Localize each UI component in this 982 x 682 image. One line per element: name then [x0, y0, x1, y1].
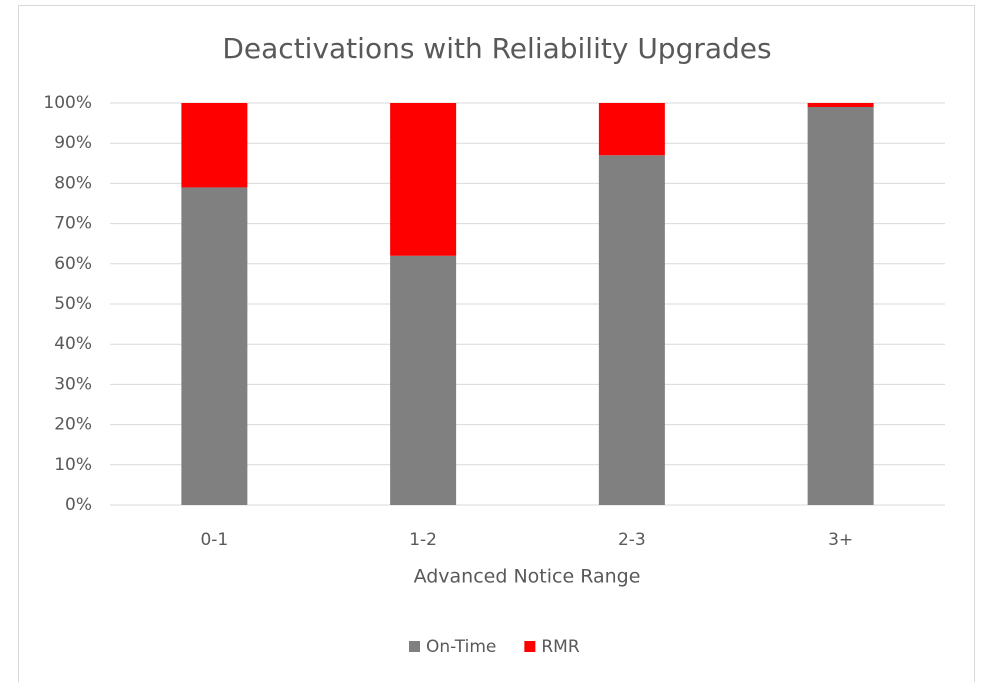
- chart-title: Deactivations with Reliability Upgrades: [222, 32, 771, 65]
- y-tick-label: 20%: [54, 415, 92, 435]
- y-tick-label: 40%: [54, 334, 92, 354]
- x-tick-label: 1-2: [409, 530, 437, 550]
- y-tick-label: 90%: [54, 133, 92, 153]
- y-tick-label: 60%: [54, 254, 92, 274]
- bar-segment: [598, 103, 665, 156]
- legend-swatch: [409, 641, 420, 652]
- x-tick-label: 3+: [828, 530, 853, 550]
- bar-segment: [598, 155, 665, 505]
- legend-label: On-Time: [426, 637, 496, 657]
- y-tick-label: 100%: [43, 93, 92, 113]
- y-tick-label: 80%: [54, 173, 92, 193]
- bar-segment: [390, 255, 457, 505]
- x-tick-label: 2-3: [618, 530, 646, 550]
- bar-segment: [181, 103, 248, 188]
- legend-swatch: [524, 641, 536, 652]
- bar-segment: [181, 187, 248, 506]
- y-tick-label: 70%: [54, 214, 92, 234]
- bar-segment: [807, 107, 874, 506]
- bar-segment: [390, 103, 457, 256]
- y-tick-label: 50%: [54, 294, 92, 314]
- y-tick-label: 10%: [54, 455, 92, 475]
- y-tick-label: 30%: [54, 374, 92, 394]
- y-tick-label: 0%: [65, 495, 92, 515]
- bar-segment: [807, 103, 874, 108]
- x-tick-label: 0-1: [200, 530, 228, 550]
- x-axis-title: Advanced Notice Range: [414, 566, 641, 588]
- legend-label: RMR: [541, 637, 579, 657]
